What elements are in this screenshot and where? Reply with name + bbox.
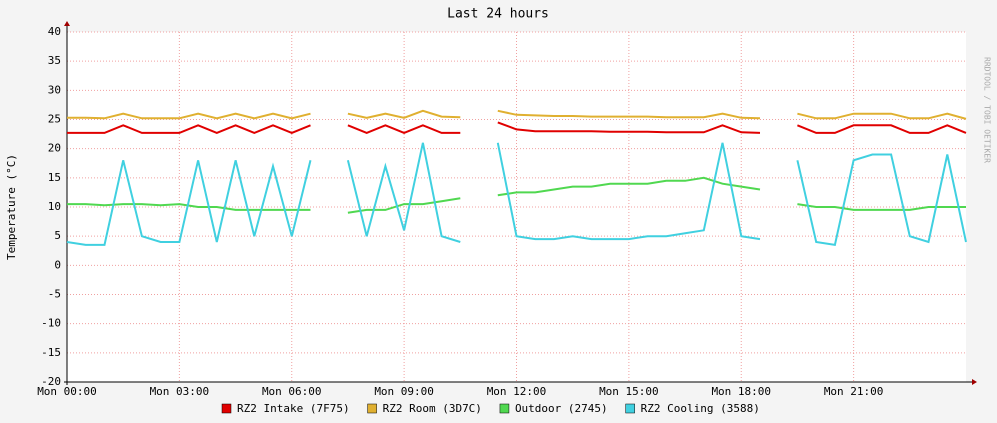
y-tick-label: 10 [48,200,61,213]
y-tick-label: 30 [48,83,61,96]
axis-arrow [64,21,70,26]
y-tick-label: -15 [41,346,61,359]
legend-swatch [499,403,510,414]
y-tick-label: 35 [48,54,61,67]
axis-arrow [972,379,977,385]
x-tick-label: Mon 15:00 [599,385,659,398]
x-tick-label: Mon 12:00 [487,385,547,398]
legend-label: RZ2 Room (3D7C) [383,402,482,415]
y-tick-label: 20 [48,142,61,155]
x-tick-label: Mon 21:00 [824,385,884,398]
y-tick-label: 25 [48,113,61,126]
y-tick-label: 40 [48,25,61,38]
legend-swatch [367,403,377,414]
legend-label: RZ2 Intake (7F75) [237,402,350,415]
x-tick-label: Mon 00:00 [37,385,97,398]
side-note: RRDTOOL / TOBI OETIKER [983,57,992,163]
x-tick-label: Mon 09:00 [374,385,434,398]
y-axis-label: Temperature (°C) [5,154,18,260]
x-tick-label: Mon 06:00 [262,385,322,398]
y-tick-label: -5 [48,288,61,301]
legend-label: RZ2 Cooling (3588) [641,402,760,415]
x-tick-label: Mon 18:00 [711,385,771,398]
y-tick-label: 0 [54,258,61,271]
chart-title: Last 24 hours [447,7,549,22]
series-line [66,142,967,247]
y-tick-label: -10 [41,317,61,330]
y-tick-label: 5 [54,229,61,242]
legend-swatch [221,403,232,414]
series-line [67,121,967,134]
series-line [67,109,967,120]
legend-label: Outdoor (2745) [515,402,608,415]
y-tick-label: 15 [48,171,61,184]
legend-swatch [625,403,635,414]
x-tick-label: Mon 03:00 [150,385,210,398]
y-tick-label: -20 [41,375,61,388]
